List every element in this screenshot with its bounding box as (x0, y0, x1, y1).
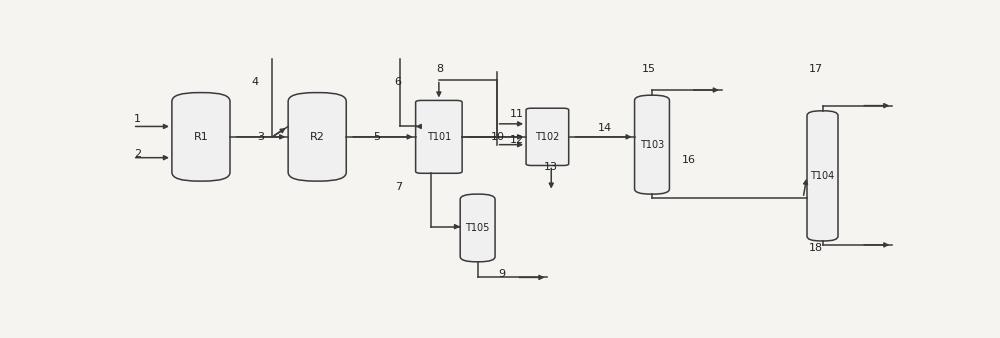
Text: 3: 3 (257, 132, 264, 142)
FancyBboxPatch shape (288, 93, 346, 181)
FancyBboxPatch shape (635, 95, 669, 194)
Text: 6: 6 (395, 77, 402, 88)
Text: T101: T101 (427, 132, 451, 142)
Text: T105: T105 (465, 223, 490, 233)
Text: 17: 17 (809, 65, 823, 74)
Text: 13: 13 (544, 162, 558, 172)
Text: 9: 9 (499, 269, 506, 280)
Text: 15: 15 (642, 65, 656, 74)
Text: T102: T102 (535, 132, 560, 142)
Text: T104: T104 (810, 171, 835, 181)
Text: 7: 7 (395, 182, 402, 192)
FancyBboxPatch shape (807, 111, 838, 241)
Text: T103: T103 (640, 140, 664, 150)
Text: 10: 10 (491, 132, 505, 142)
FancyBboxPatch shape (460, 194, 495, 262)
Text: 8: 8 (437, 65, 444, 74)
Text: 5: 5 (373, 132, 380, 142)
Text: R2: R2 (310, 132, 325, 142)
Text: 11: 11 (509, 108, 523, 119)
Text: 12: 12 (509, 135, 524, 145)
Text: 1: 1 (134, 114, 141, 124)
Text: 2: 2 (134, 149, 141, 159)
FancyBboxPatch shape (526, 108, 569, 166)
Text: R1: R1 (194, 132, 208, 142)
FancyBboxPatch shape (172, 93, 230, 181)
FancyBboxPatch shape (416, 100, 462, 173)
Text: 14: 14 (598, 123, 612, 133)
Text: 16: 16 (681, 155, 695, 166)
Text: 4: 4 (251, 77, 258, 88)
Text: 18: 18 (809, 243, 823, 253)
